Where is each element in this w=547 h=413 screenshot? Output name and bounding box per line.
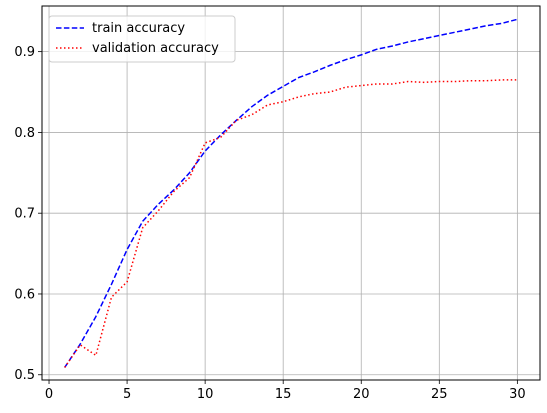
legend-label-train: train accuracy bbox=[92, 21, 185, 36]
grid bbox=[42, 6, 540, 380]
y-tick-label: 0.7 bbox=[14, 207, 35, 222]
x-tick-label: 20 bbox=[353, 387, 370, 402]
x-tick-label: 0 bbox=[45, 387, 53, 402]
series-line-train-accuracy bbox=[64, 18, 518, 368]
x-tick-label: 10 bbox=[197, 387, 214, 402]
y-tick-label: 0.6 bbox=[14, 287, 35, 302]
x-tick-label: 30 bbox=[509, 387, 526, 402]
legend-label-validation: validation accuracy bbox=[92, 41, 219, 56]
x-tick-label: 15 bbox=[275, 387, 292, 402]
y-tick-label: 0.5 bbox=[14, 368, 35, 383]
legend: train accuracy validation accuracy bbox=[48, 15, 236, 63]
y-axis-ticks: 0.5 0.6 0.7 0.8 0.9 bbox=[14, 45, 42, 383]
plot-frame bbox=[41, 5, 541, 381]
legend-box bbox=[48, 15, 236, 63]
y-tick-label: 0.9 bbox=[14, 45, 35, 60]
x-axis-ticks: 0 5 10 15 20 25 30 bbox=[45, 380, 526, 402]
x-tick-label: 25 bbox=[431, 387, 448, 402]
x-tick-label: 5 bbox=[123, 387, 131, 402]
series-lines bbox=[64, 18, 518, 368]
y-tick-label: 0.8 bbox=[14, 126, 35, 141]
